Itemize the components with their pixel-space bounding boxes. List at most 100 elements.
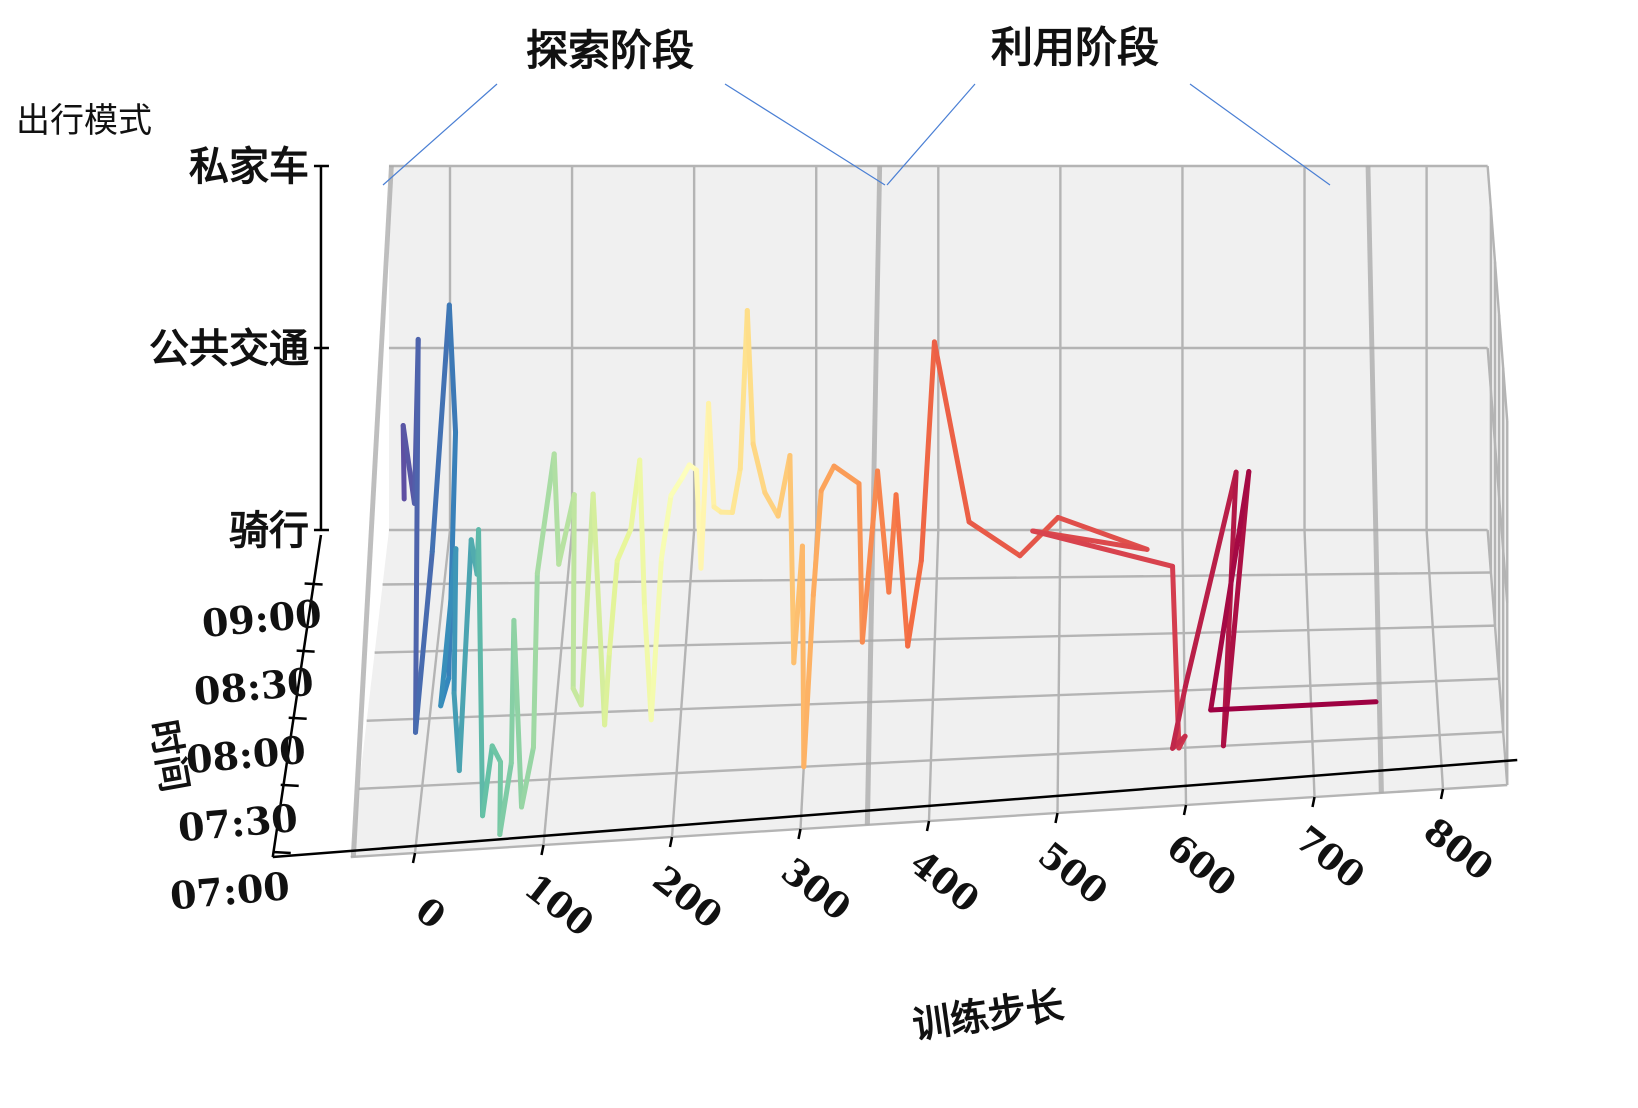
floor-grid-y [366,677,1500,722]
trajectory-segment [1030,528,1176,569]
axis-panes [350,166,1508,857]
trajectory-series [400,302,1379,838]
trajectory-segment [602,650,612,728]
y-axis-line [271,534,323,858]
y-tick-label: 08:30 [192,659,315,714]
phase-connector-line [1189,83,1331,186]
phase-connector-line [724,83,886,186]
trajectory-segment [658,492,674,562]
trajectory-segment [856,481,865,645]
trajectory-segment [446,302,459,435]
x-tick-label: 0 [408,889,454,938]
phase-plane [1365,166,1384,793]
x-tick-label: 200 [645,858,730,937]
trajectory-segment [706,400,717,510]
trajectory-segment [750,441,768,496]
z-tick-label: 骑行 [229,507,309,554]
trajectory-segment [810,488,824,598]
trajectory-segment [1208,469,1252,713]
trajectory-segment [729,466,743,516]
phase-label-exploration: 探索阶段 [526,26,694,75]
y-tick-labels: 07:00 07:30 08:00 08:30 09:00 [168,582,323,918]
floor-grid-y [358,730,1504,791]
x-tick-mark [797,828,802,840]
trajectory-segment [451,546,459,696]
y-tick-mark [280,783,299,788]
trajectory-segment [637,457,647,610]
x-tick-label: 400 [902,842,987,921]
trajectory-segment [1170,683,1188,751]
trajectory-segment [668,475,685,498]
phase-label-exploitation: 利用阶段 [991,23,1159,72]
trajectory-segment [556,492,577,567]
trajectory-segment [905,558,924,649]
trajectory-segment [606,558,620,656]
trajectory-segment [551,451,562,567]
trajectory-segment [476,527,486,819]
trajectory-segment [762,490,781,519]
trajectory-segment [1017,514,1061,559]
trajectory-segment [744,307,756,447]
x-tick-label: 300 [773,850,858,929]
trajectory-segment [918,339,937,564]
trajectory-segment [1182,469,1239,689]
x-tick-mark [411,852,417,864]
trajectory-segment [570,492,577,691]
trajectory-segment [413,336,421,735]
trajectory-segment [534,451,557,576]
trajectory-segment [1208,699,1379,713]
trajectory-segment [966,519,1023,559]
trajectory-segment [446,429,459,681]
trajectory-segment [456,537,474,774]
trajectory-segment [614,526,634,564]
x-tick-mark [668,836,674,848]
trajectory-segment [859,468,881,645]
phase-connector-line [886,83,976,186]
x-tick-mark [1182,804,1188,816]
x-tick-mark [925,820,931,832]
y-tick-label: 08:00 [184,727,307,782]
trajectory-segment [931,339,972,525]
trajectory-segment [648,556,664,723]
trajectory-segment [578,491,596,708]
trajectory-segment [590,491,608,728]
trajectory-segment [489,743,504,765]
side-grid-z [1486,347,1509,604]
y-tick-label: 07:00 [168,863,291,918]
trajectory-segment [429,302,452,555]
x-tick-label: 800 [1416,810,1501,889]
y-tick-mark [304,582,323,586]
phase-plane [350,166,394,857]
side-grid-z [1486,165,1509,422]
trajectory-segment [831,463,862,487]
floor-grid-y [382,571,1491,586]
trajectory-segment [519,744,536,810]
z-tick-label: 公共交通 [149,325,309,372]
trajectory-segment [480,743,495,819]
trajectory-segment [787,452,797,666]
x-tick-label: 500 [1030,834,1115,913]
x-tick-mark [1054,812,1059,824]
trajectory-segment [511,617,525,810]
trajectory-segment [893,492,911,649]
trajectory-segment [413,549,435,735]
x-tick-label: 100 [516,866,601,945]
trajectory-segment [530,570,540,750]
trajectory-segment [698,400,712,571]
y-tick-mark [272,850,291,855]
phase-annotations: 探索阶段 利用阶段 [382,23,1331,186]
y-tick-mark [288,716,307,720]
phase-connector-line [382,83,498,186]
trajectory-segment [818,463,837,494]
z-tick-labels: 骑行 公共交通 私家车 [149,143,329,554]
z-tick-label: 私家车 [189,143,309,190]
trajectory-segment [1220,469,1252,749]
x-tick-mark [1439,788,1445,800]
x-tick-mark [1311,796,1316,808]
x-tick-mark [540,844,545,856]
x-axis-line [272,758,1518,859]
y-tick-label: 07:30 [176,795,299,850]
trajectory-segment [1055,514,1150,552]
trajectory-segment [875,468,892,595]
